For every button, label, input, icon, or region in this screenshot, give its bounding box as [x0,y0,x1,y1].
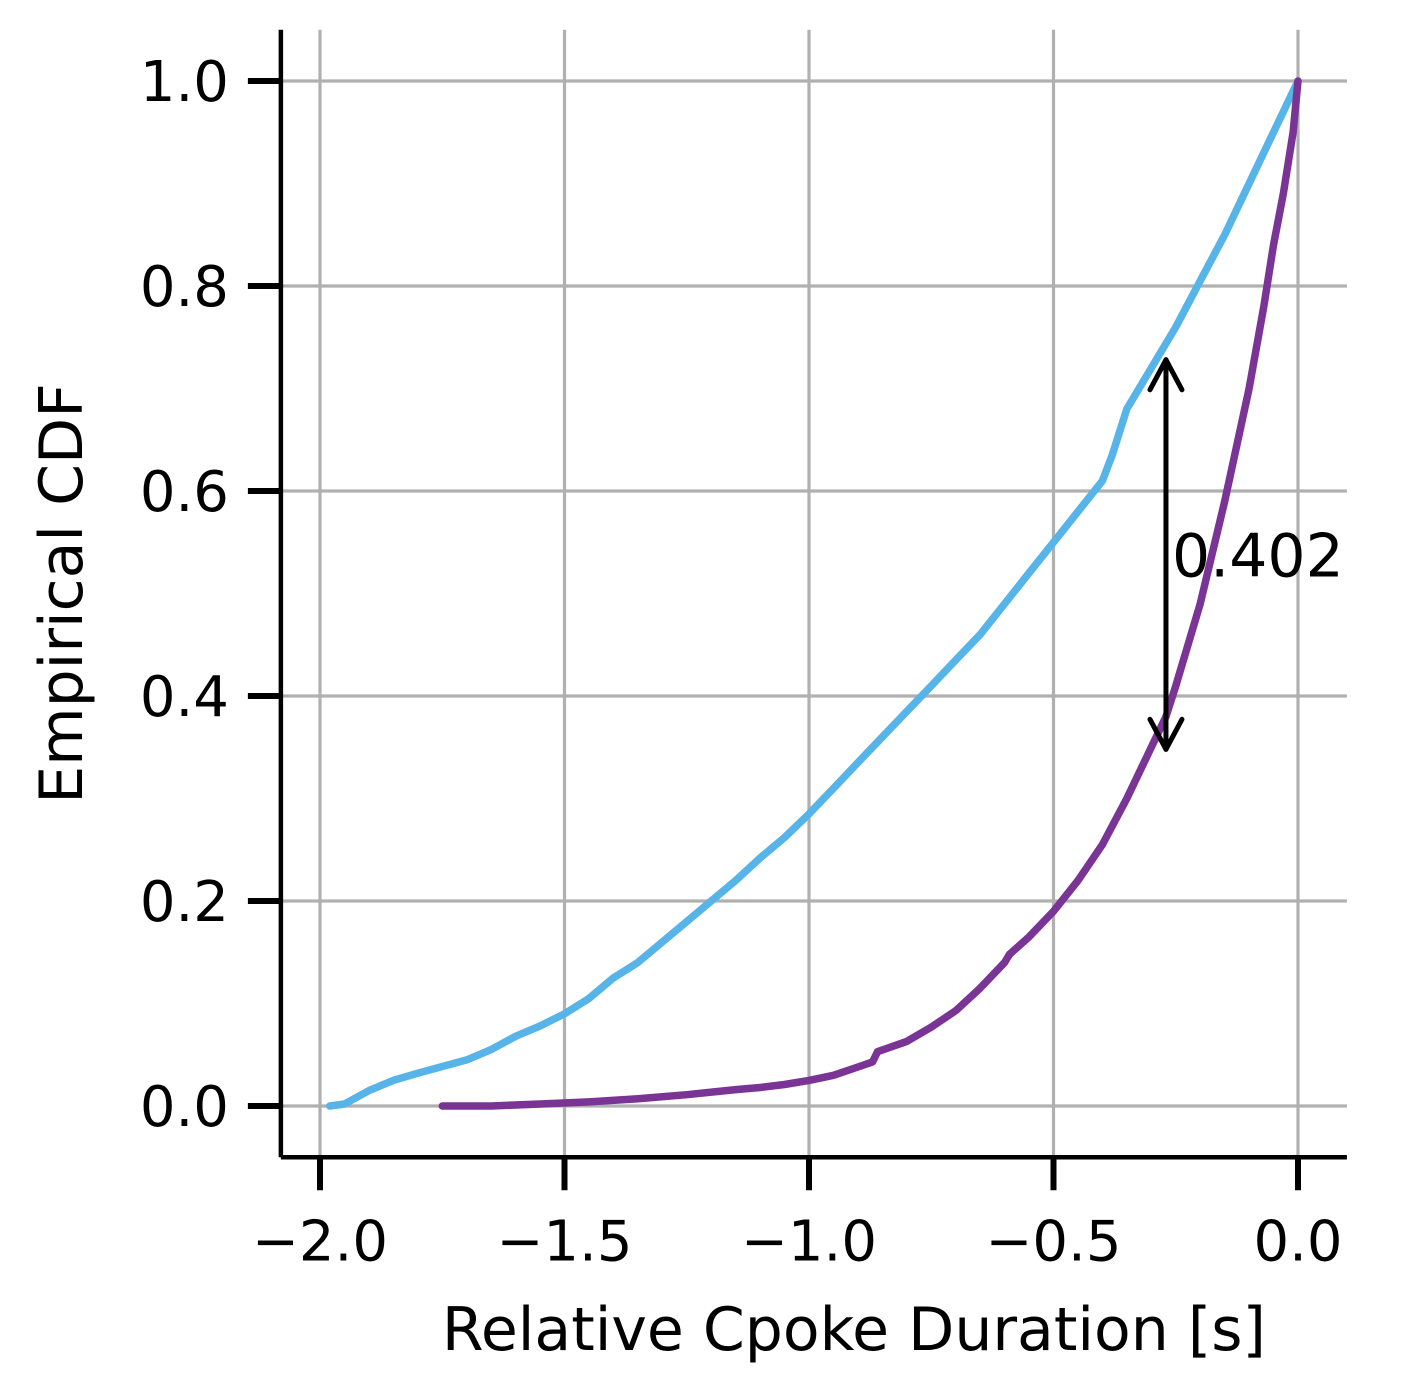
axes: −2.0 −1.5 −1.0 −0.5 0.0 0.0 0.2 0.4 0.6 0.8 1.0 [140,29,1347,1274]
x-tick-label: −2.0 [252,1209,388,1274]
annotation-arrowhead-bottom [1147,716,1185,752]
y-tick-label: 0.4 [140,665,229,730]
y-tick-label: 1.0 [140,50,229,115]
annotation-label: 0.402 [1172,522,1344,592]
x-tick-label: −1.0 [741,1209,877,1274]
y-tick-label: 0.8 [140,255,229,320]
annotation: 0.402 [1147,357,1344,752]
y-tick-label: 0.2 [140,870,229,935]
x-tick-label: 0.0 [1253,1209,1342,1274]
series-group [326,77,1302,1110]
series-line-2 [438,77,1302,1110]
x-axis-title: Relative Cpoke Duration [s] [442,1295,1266,1365]
y-axis-title: Empirical CDF [27,383,97,804]
y-tick-label: 0.6 [140,460,229,525]
x-tick-label: −1.5 [497,1209,633,1274]
grid [280,29,1347,1158]
series-line-1 [326,77,1302,1110]
x-tick-label: −0.5 [986,1209,1122,1274]
annotation-arrowhead-top [1147,357,1185,393]
y-tick-label: 0.0 [140,1075,229,1140]
